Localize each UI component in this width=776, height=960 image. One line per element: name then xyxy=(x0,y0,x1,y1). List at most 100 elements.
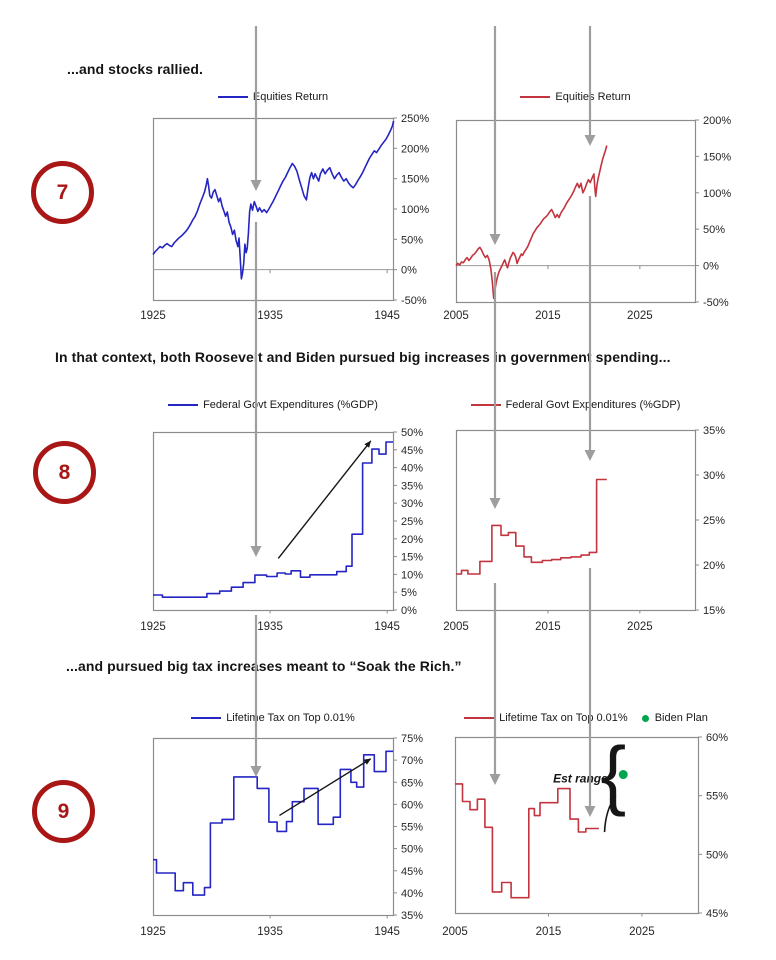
chart-tax-1930s: 75% 70% 65% 60% 55% 50% 45% 40% 35% 1925 1935 1945 xyxy=(140,733,423,938)
flow-arrow xyxy=(489,26,501,245)
y-tick-label: 10% xyxy=(401,569,423,581)
x-tick-label: 2025 xyxy=(627,310,653,322)
legend-tax-2010s: Lifetime Tax on Top 0.01% Biden Plan xyxy=(446,712,726,724)
y-tick-label: 200% xyxy=(703,115,731,127)
brace-icon: { xyxy=(601,732,627,818)
flow-arrowhead-icon xyxy=(584,135,596,146)
flow-arrowhead-icon xyxy=(489,498,501,509)
y-tick-label: -50% xyxy=(703,297,729,309)
plot-frame xyxy=(152,117,395,302)
legend-tax-1930s: Lifetime Tax on Top 0.01% xyxy=(153,712,393,724)
legend-line-swatch xyxy=(217,95,248,99)
step-badge-7-label: 7 xyxy=(56,180,69,204)
legend-line-swatch xyxy=(520,95,551,99)
chart-spending-2010s: 35% 30% 25% 20% 15% 2005 2015 2025 xyxy=(443,425,725,633)
y-tick-label: 0% xyxy=(703,261,719,273)
flow-arrowhead-icon xyxy=(489,774,501,785)
y-tick-label: 45% xyxy=(401,866,423,878)
y-tick-label: 5% xyxy=(401,587,417,599)
plot-frame xyxy=(454,736,700,915)
heading-govt-spending: In that context, both Roosevelt and Bide… xyxy=(55,349,671,365)
x-tick-label: 1925 xyxy=(140,926,166,938)
y-tick-label: 40% xyxy=(401,888,423,900)
y-tick-label: 50% xyxy=(706,849,728,861)
y-tick-label: 25% xyxy=(401,516,423,528)
x-tick-label: 2005 xyxy=(442,926,468,938)
x-tick-label: 2015 xyxy=(535,621,561,633)
flow-arrowhead-icon xyxy=(250,546,262,557)
y-tick-label: 35% xyxy=(703,425,725,437)
trend-arrow xyxy=(277,440,372,559)
plot-frame xyxy=(152,431,395,612)
legend-spending-1930s: Federal Govt Expenditures (%GDP) xyxy=(153,399,393,411)
legend-label: Lifetime Tax on Top 0.01% xyxy=(499,712,628,724)
y-tick-label: 35% xyxy=(401,480,423,492)
y-tick-label: 200% xyxy=(401,143,429,155)
y-tick-label: 20% xyxy=(401,534,423,546)
biden-plan-dot-icon xyxy=(641,714,649,722)
y-tick-label: 60% xyxy=(706,732,728,744)
legend-line-swatch xyxy=(464,716,495,720)
step-badge-9-label: 9 xyxy=(57,799,70,823)
legend-label: Equities Return xyxy=(252,91,329,103)
step-badge-8: 8 xyxy=(33,441,96,504)
x-tick-label: 1935 xyxy=(257,926,283,938)
y-tick-label: 20% xyxy=(703,560,725,572)
flow-arrowhead-icon xyxy=(250,180,262,191)
y-tick-label: 150% xyxy=(703,151,731,163)
y-tick-label: 50% xyxy=(401,427,423,439)
series-tax-1930s xyxy=(153,750,393,896)
y-tick-label: 55% xyxy=(706,791,728,803)
y-tick-label: 250% xyxy=(401,113,429,125)
legend-line-swatch xyxy=(191,716,222,720)
legend-label: Federal Govt Expenditures (%GDP) xyxy=(203,399,378,411)
legend-label-biden-plan: Biden Plan xyxy=(654,712,708,724)
y-tick-label: 65% xyxy=(401,777,423,789)
heading-soak-the-rich: ...and pursued big tax increases meant t… xyxy=(66,658,462,674)
y-tick-label: 55% xyxy=(401,822,423,834)
x-tick-label: 2005 xyxy=(443,621,469,633)
series-tax-2010s xyxy=(455,783,599,899)
x-tick-label: 1935 xyxy=(257,310,283,322)
flow-arrowhead-icon xyxy=(250,766,262,777)
y-tick-label: 25% xyxy=(703,515,725,527)
x-tick-label: 1945 xyxy=(374,621,400,633)
legend-label: Lifetime Tax on Top 0.01% xyxy=(226,712,355,724)
y-tick-label: 40% xyxy=(401,463,423,475)
y-tick-label: 0% xyxy=(401,605,417,617)
flow-arrow xyxy=(584,568,596,817)
y-tick-label: 100% xyxy=(703,188,731,200)
flow-arrowhead-icon xyxy=(584,450,596,461)
flow-arrow xyxy=(489,272,501,509)
plot-frame xyxy=(152,737,395,917)
chart-spending-1930s: 50% 45% 40% 35% 30% 25% 20% 15% 10% 5% 0% 1925 1935 1… xyxy=(140,427,423,633)
y-tick-label: 50% xyxy=(703,224,725,236)
annotation-label: Est range xyxy=(553,772,608,786)
plot-frame xyxy=(455,119,697,304)
y-tick-label: 70% xyxy=(401,755,423,767)
x-tick-label: 2015 xyxy=(535,310,561,322)
pointer-arrow xyxy=(603,795,617,833)
y-tick-label: 150% xyxy=(401,174,429,186)
step-badge-9: 9 xyxy=(32,780,95,843)
chart-equities-2010s: 200% 150% 100% 50% 0% -50% 2005 2015 2025 xyxy=(443,115,731,322)
y-tick-label: 45% xyxy=(706,908,728,920)
flow-arrow xyxy=(584,26,596,146)
y-tick-label: 45% xyxy=(401,445,423,457)
x-tick-label: 2025 xyxy=(627,621,653,633)
y-tick-label: 30% xyxy=(703,470,725,482)
y-tick-label: 15% xyxy=(401,552,423,564)
series-spending-2010s xyxy=(456,478,607,575)
step-badge-8-label: 8 xyxy=(58,460,71,484)
series-equities-2010s xyxy=(455,145,608,300)
legend-line-swatch xyxy=(168,403,199,407)
series-equities-1930s xyxy=(152,120,395,280)
heading-stocks-rallied: ...and stocks rallied. xyxy=(67,61,204,77)
x-tick-label: 1935 xyxy=(257,621,283,633)
flow-arrow xyxy=(250,26,262,191)
x-tick-label: 1945 xyxy=(374,310,400,322)
legend-label: Federal Govt Expenditures (%GDP) xyxy=(505,399,681,411)
step-badge-7: 7 xyxy=(31,161,94,224)
